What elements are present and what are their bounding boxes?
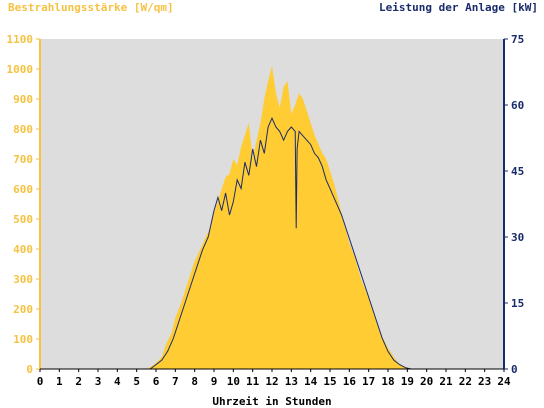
series-layer	[40, 66, 504, 370]
axes-layer: 0100200300400500600700800900100011000153…	[7, 33, 525, 388]
right-tick-label: 0	[511, 363, 518, 376]
left-axis-title: Bestrahlungsstärke [W/qm]	[8, 1, 174, 14]
x-tick-label: 15	[323, 375, 336, 388]
right-tick-label: 45	[511, 165, 524, 178]
left-tick-label: 400	[13, 243, 33, 256]
x-tick-label: 9	[211, 375, 218, 388]
x-tick-label: 22	[459, 375, 472, 388]
left-tick-label: 200	[13, 303, 33, 316]
x-tick-label: 6	[153, 375, 160, 388]
x-tick-label: 18	[381, 375, 394, 388]
x-tick-label: 1	[56, 375, 63, 388]
x-tick-label: 19	[401, 375, 414, 388]
x-tick-label: 12	[265, 375, 278, 388]
left-tick-label: 600	[13, 183, 33, 196]
left-tick-label: 800	[13, 123, 33, 136]
left-tick-label: 1000	[7, 63, 34, 76]
left-tick-label: 100	[13, 333, 33, 346]
x-tick-label: 24	[497, 375, 511, 388]
x-tick-label: 21	[439, 375, 453, 388]
irradiance-area	[40, 66, 504, 369]
right-tick-label: 30	[511, 231, 524, 244]
x-tick-label: 5	[133, 375, 140, 388]
x-tick-label: 10	[227, 375, 240, 388]
right-axis-title: Leistung der Anlage [kW]	[379, 1, 538, 14]
x-tick-label: 2	[75, 375, 82, 388]
x-tick-label: 20	[420, 375, 433, 388]
x-tick-label: 14	[304, 375, 318, 388]
left-tick-label: 900	[13, 93, 33, 106]
x-tick-label: 4	[114, 375, 121, 388]
x-tick-label: 23	[478, 375, 491, 388]
right-tick-label: 75	[511, 33, 524, 46]
x-tick-label: 7	[172, 375, 179, 388]
x-tick-label: 16	[343, 375, 357, 388]
x-tick-label: 17	[362, 375, 375, 388]
right-tick-label: 60	[511, 99, 524, 112]
x-tick-label: 13	[285, 375, 298, 388]
left-tick-label: 500	[13, 213, 33, 226]
x-tick-label: 8	[191, 375, 198, 388]
left-tick-label: 0	[26, 363, 33, 376]
x-tick-label: 3	[95, 375, 102, 388]
left-tick-label: 700	[13, 153, 33, 166]
x-axis-title: Uhrzeit in Stunden	[212, 395, 331, 408]
x-tick-label: 0	[37, 375, 44, 388]
right-tick-label: 15	[511, 297, 524, 310]
left-tick-label: 1100	[7, 33, 34, 46]
x-tick-label: 11	[246, 375, 260, 388]
power-line	[40, 116, 504, 370]
left-tick-label: 300	[13, 273, 33, 286]
